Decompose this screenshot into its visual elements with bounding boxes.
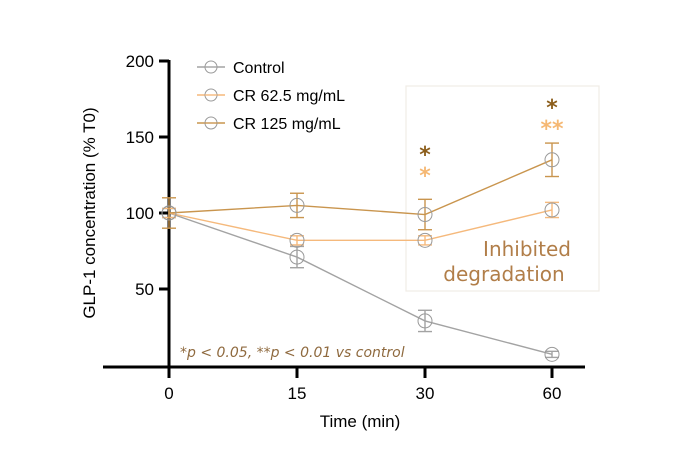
footnote: *p < 0.05, **p < 0.01 vs control xyxy=(180,345,405,361)
data-point xyxy=(289,249,305,265)
x-tick-label: 15 xyxy=(288,384,307,403)
data-point xyxy=(417,232,433,248)
series-line xyxy=(168,209,553,242)
annotation-text-line2: degradation xyxy=(443,262,564,286)
annotation-box xyxy=(405,85,600,292)
legend-label: CR 125 mg/mL xyxy=(233,116,341,133)
data-point xyxy=(289,232,305,248)
data-point xyxy=(417,207,433,223)
legend-item: Control xyxy=(197,60,285,77)
data-point xyxy=(417,313,433,329)
significance-marker: * xyxy=(546,96,558,121)
annotation-text-line1: Inhibited xyxy=(483,237,571,261)
y-tick-label: 150 xyxy=(126,128,154,147)
data-point xyxy=(544,202,560,218)
y-tick-label: 100 xyxy=(126,204,154,223)
y-tick-label: 50 xyxy=(135,280,154,299)
legend-label: Control xyxy=(233,60,285,77)
series-cr-125-mg-ml xyxy=(161,142,560,231)
series-line xyxy=(168,159,553,216)
x-axis-title: Time (min) xyxy=(320,412,401,431)
data-point xyxy=(289,197,305,213)
significance-marker: * xyxy=(419,143,431,168)
legend-label: CR 62.5 mg/mL xyxy=(233,88,345,105)
x-tick-label: 30 xyxy=(416,384,435,403)
series-line xyxy=(168,212,553,356)
legend-item: CR 125 mg/mL xyxy=(197,116,341,133)
data-point xyxy=(544,346,560,362)
x-tick-label: 60 xyxy=(543,384,562,403)
significance-marker: * xyxy=(419,164,431,189)
data-point xyxy=(544,152,560,168)
x-tick-label: 0 xyxy=(164,384,173,403)
y-tick-label: 200 xyxy=(126,52,154,71)
data-point xyxy=(161,205,177,221)
legend-item: CR 62.5 mg/mL xyxy=(197,88,345,105)
significance-marker: ** xyxy=(540,117,564,142)
y-axis-title: GLP-1 concentration (% T0) xyxy=(80,107,99,318)
